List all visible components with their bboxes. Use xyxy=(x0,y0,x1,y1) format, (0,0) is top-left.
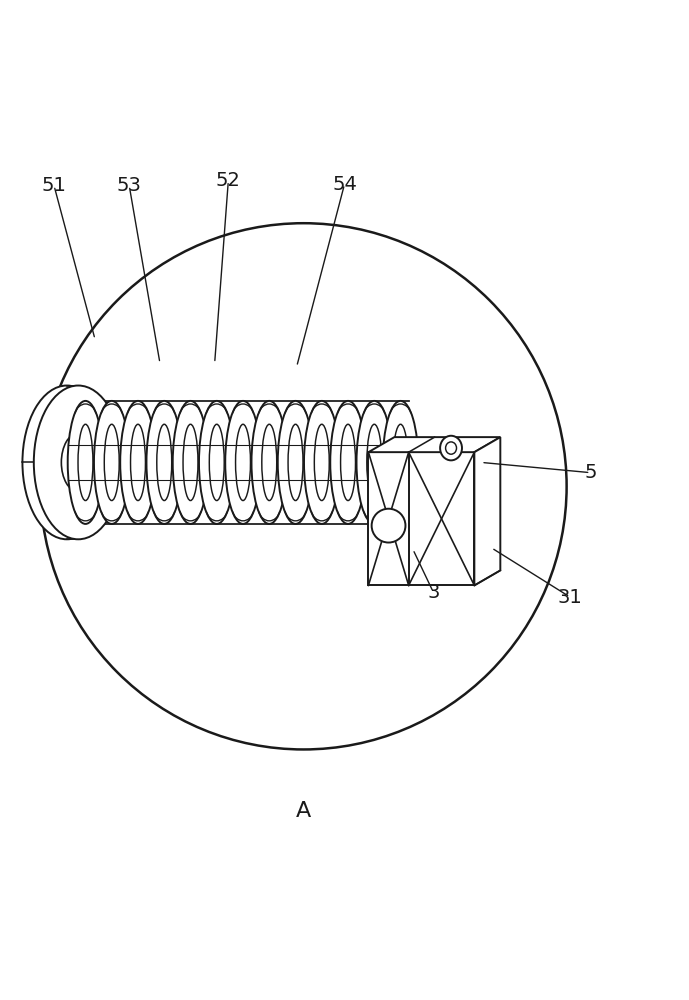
Ellipse shape xyxy=(34,386,123,539)
Ellipse shape xyxy=(61,433,95,492)
Circle shape xyxy=(371,509,405,543)
Ellipse shape xyxy=(304,401,340,524)
Ellipse shape xyxy=(262,424,277,501)
Polygon shape xyxy=(369,437,500,452)
Ellipse shape xyxy=(236,424,251,501)
Ellipse shape xyxy=(157,424,172,501)
Ellipse shape xyxy=(251,401,287,524)
Ellipse shape xyxy=(23,386,112,539)
Text: 53: 53 xyxy=(116,176,142,195)
Ellipse shape xyxy=(330,401,366,524)
Text: 51: 51 xyxy=(41,176,66,195)
Ellipse shape xyxy=(199,401,234,524)
Ellipse shape xyxy=(78,424,93,501)
Ellipse shape xyxy=(288,424,303,501)
Ellipse shape xyxy=(173,401,208,524)
Text: 3: 3 xyxy=(427,583,440,602)
Text: 31: 31 xyxy=(557,588,582,607)
Ellipse shape xyxy=(68,401,103,524)
Ellipse shape xyxy=(340,424,356,501)
Ellipse shape xyxy=(104,424,119,501)
Text: 5: 5 xyxy=(584,463,597,482)
Ellipse shape xyxy=(356,401,392,524)
Text: A: A xyxy=(296,801,311,821)
Ellipse shape xyxy=(383,401,418,524)
Ellipse shape xyxy=(440,436,462,460)
Text: 52: 52 xyxy=(216,171,240,190)
Ellipse shape xyxy=(94,401,130,524)
Ellipse shape xyxy=(225,401,260,524)
Ellipse shape xyxy=(367,424,382,501)
Ellipse shape xyxy=(120,401,156,524)
Ellipse shape xyxy=(446,442,457,454)
Polygon shape xyxy=(474,437,500,585)
Ellipse shape xyxy=(183,424,198,501)
Text: 54: 54 xyxy=(332,175,357,194)
Ellipse shape xyxy=(130,424,145,501)
Polygon shape xyxy=(369,452,474,585)
Ellipse shape xyxy=(393,424,408,501)
Ellipse shape xyxy=(147,401,182,524)
Ellipse shape xyxy=(314,424,329,501)
Ellipse shape xyxy=(278,401,313,524)
Ellipse shape xyxy=(209,424,224,501)
